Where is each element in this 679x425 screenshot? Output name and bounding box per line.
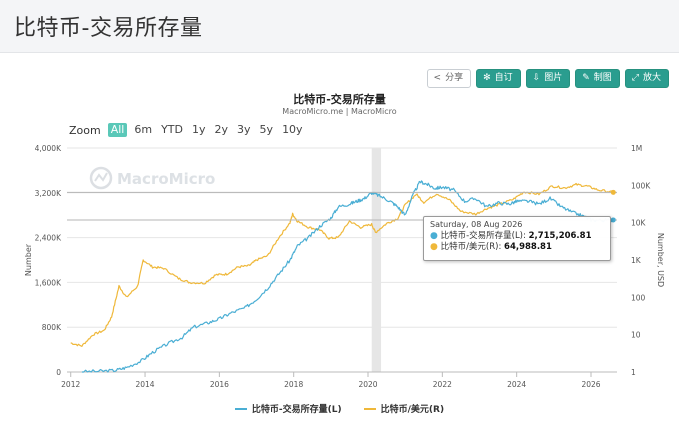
download-image-button-label: 图片: [544, 73, 563, 83]
watermark: MacroMicro: [89, 166, 215, 190]
chart-tooltip: Saturday, 08 Aug 2026 ● 比特币-交易所存量(L): 2,…: [423, 216, 611, 261]
legend-swatch-series2: [363, 407, 376, 410]
x-axis-tick-label: 2012: [61, 380, 80, 389]
share-icon: <: [433, 73, 442, 83]
expand-button-label: 放大: [642, 73, 661, 83]
left-axis-tick-label: 800K: [42, 323, 62, 332]
tooltip-series2-value: 64,988.81: [504, 242, 552, 252]
left-axis-title: Number: [24, 243, 33, 276]
series-line-btc-usd: [70, 182, 614, 347]
page-header: 比特币-交易所存量: [0, 0, 679, 53]
tooltip-row-series1: ● 比特币-交易所存量(L): 2,715,206.81: [430, 231, 604, 242]
zoom-5y-button[interactable]: 5y: [259, 123, 274, 136]
series1-marker-point: [610, 217, 616, 223]
page-title: 比特币-交易所存量: [14, 16, 203, 41]
chart-legend: 比特币-交易所存量(L) 比特币/美元(R): [0, 402, 679, 415]
download-icon: ⇩: [532, 73, 541, 83]
zoom-2y-button[interactable]: 2y: [214, 123, 229, 136]
zoom-3y-button[interactable]: 3y: [237, 123, 251, 136]
watermark-text: MacroMicro: [117, 170, 215, 188]
draw-button[interactable]: ✎ 制图: [575, 69, 620, 88]
zoom-10y-button[interactable]: 10y: [282, 123, 303, 136]
chart-title: 比特币-交易所存量: [293, 93, 386, 106]
draw-button-label: 制图: [593, 73, 612, 83]
x-axis-tick-label: 2020: [358, 380, 377, 389]
watermark-logo-icon: [89, 166, 113, 190]
right-axis-tick-label: 1K: [631, 256, 642, 265]
series1-dot-icon: ●: [430, 231, 438, 241]
zoom-all-button[interactable]: All: [107, 123, 128, 137]
right-axis-title: Number, USD: [656, 233, 665, 287]
series-line-exchange-balance: [81, 180, 614, 373]
axes-layer: 0 800K 1,600K 2,400K 3,200K 4,000K 1 10 100 1K 10K…: [24, 144, 665, 389]
x-axis-tick-label: 2022: [433, 380, 452, 389]
subscribe-button-label: 自订: [494, 73, 513, 83]
legend-item-btc-usd[interactable]: 比特币/美元(R): [363, 402, 445, 415]
x-axis-tick-label: 2014: [135, 380, 154, 389]
zoom-label: Zoom: [69, 123, 101, 137]
right-axis-tick-label: 10: [631, 331, 641, 340]
zoom-ytd-button[interactable]: YTD: [161, 123, 183, 136]
gear-icon: ✻: [483, 73, 491, 83]
zoom-6m-button[interactable]: 6m: [134, 123, 153, 136]
series-layer: [70, 180, 614, 373]
tooltip-series1-label: 比特币-交易所存量(L):: [440, 231, 529, 241]
tooltip-series2-label: 比特币/美元(R):: [440, 242, 505, 252]
share-button-label: 分享: [445, 73, 464, 83]
x-axis-tick-label: 2018: [284, 380, 303, 389]
x-axis-tick-label: 2016: [210, 380, 229, 389]
x-axis-tick-label: 2026: [581, 380, 600, 389]
subscribe-button[interactable]: ✻ 自订: [476, 69, 521, 88]
watermark-logo-mark: [94, 172, 108, 182]
left-axis-tick-label: 1,600K: [35, 278, 62, 287]
download-image-button[interactable]: ⇩ 图片: [525, 69, 571, 88]
left-axis-tick-label: 3,200K: [35, 189, 62, 198]
legend-item-exchange-balance[interactable]: 比特币-交易所存量(L): [234, 402, 342, 415]
right-axis-tick-label: 10K: [631, 219, 647, 228]
series2-marker-point: [610, 189, 616, 195]
zoom-bar: Zoom All 6m YTD 1y 2y 3y 5y 10y: [69, 123, 305, 137]
chart-toolbar: < 分享 ✻ 自订 ⇩ 图片 ✎ 制图 ⤢ 放大: [426, 69, 669, 88]
expand-icon: ⤢: [631, 73, 639, 83]
right-axis-tick-label: 1M: [631, 144, 642, 153]
left-axis-tick-label: 4,000K: [35, 144, 62, 153]
legend-label-series2: 比特币/美元(R): [380, 405, 445, 415]
tooltip-row-series2: ● 比特币/美元(R): 64,988.81: [430, 242, 604, 253]
zoom-1y-button[interactable]: 1y: [192, 123, 206, 136]
share-button[interactable]: < 分享: [426, 69, 472, 88]
series2-dot-icon: ●: [430, 242, 438, 252]
legend-label-series1: 比特币-交易所存量(L): [251, 405, 342, 415]
left-axis-tick-label: 0: [56, 368, 61, 377]
x-axis-tick-label: 2024: [507, 380, 526, 389]
expand-button[interactable]: ⤢ 放大: [624, 69, 669, 88]
tooltip-date: Saturday, 08 Aug 2026: [430, 220, 523, 229]
shaded-band: [371, 148, 382, 372]
right-axis-tick-label: 1: [631, 368, 636, 377]
shaded-band-layer: [371, 148, 382, 372]
right-axis-tick-label: 100: [631, 293, 646, 302]
chart-subtitle: MacroMicro.me | MacroMicro: [282, 107, 397, 116]
legend-swatch-series1: [234, 407, 247, 410]
left-axis-tick-label: 2,400K: [35, 234, 62, 243]
right-axis-tick-label: 100K: [631, 181, 651, 190]
tooltip-series1-value: 2,715,206.81: [528, 231, 592, 241]
pencil-icon: ✎: [582, 73, 590, 83]
